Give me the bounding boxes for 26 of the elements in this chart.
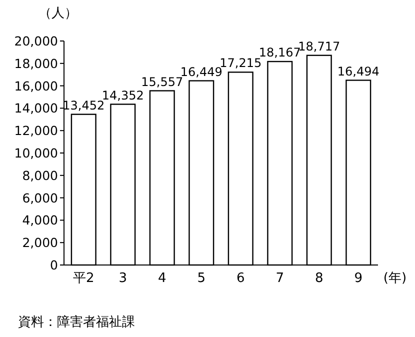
data-label: 18,167 [258,46,301,60]
y-tick-label: 18,000 [14,56,58,71]
data-label: 18,717 [298,39,340,54]
x-tick-label: 平2 [72,271,94,286]
x-tick-label: 5 [197,271,206,286]
x-tick-label: 9 [354,271,363,286]
text: 資料：障害者福祉課 [18,314,135,330]
y-tick-label: 12,000 [14,123,58,138]
y-tick-label: 16,000 [14,78,58,94]
y-tick-label: 20,000 [14,34,58,48]
y-tick-label: 4,000 [22,212,58,228]
x-tick-label: 8 [314,271,324,286]
x-tick-label: 7 [276,271,284,286]
y-tick-label: 0 [50,258,58,272]
data-label: 15,557 [141,74,184,89]
y-tick-label: 2,000 [22,235,58,250]
x-tick-label: 3 [118,271,128,286]
x-tick-label: 6 [236,271,245,286]
y-tick-label: 14,000 [14,100,58,116]
x-axis-title: (年) [383,271,407,286]
x-tick-label: 4 [158,271,166,286]
y-tick-label: 8,000 [22,168,58,183]
y-tick-label: 6,000 [22,190,58,206]
y-axis-title: （人） [38,6,78,21]
y-tick-label: 10,000 [14,146,58,160]
data-label: 16,494 [337,64,380,78]
